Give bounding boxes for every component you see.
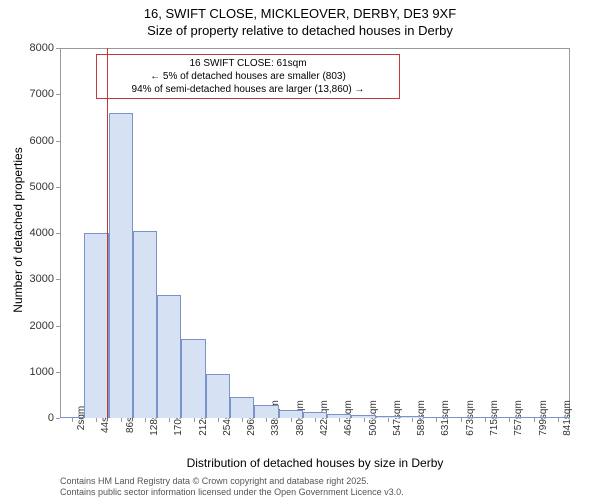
histogram-bar: [400, 416, 424, 418]
x-tick-label: 715sqm: [485, 400, 500, 436]
x-axis-label: Distribution of detached houses by size …: [60, 456, 570, 470]
x-tick-label: 799sqm: [534, 400, 549, 436]
histogram-bar: [351, 415, 375, 418]
footer-line-2: Contains public sector information licen…: [60, 487, 404, 498]
histogram-bar: [60, 417, 84, 418]
histogram-bar: [546, 417, 570, 418]
y-tick-mark: [56, 141, 60, 142]
title-line-2: Size of property relative to detached ho…: [0, 23, 600, 40]
histogram-bar: [473, 417, 497, 418]
histogram-bar: [376, 416, 400, 418]
histogram-bar: [327, 414, 351, 418]
histogram-bar: [84, 233, 108, 418]
footer: Contains HM Land Registry data © Crown c…: [60, 476, 404, 498]
annotation-line-3: 94% of semi-detached houses are larger (…: [103, 83, 393, 96]
histogram-bar: [206, 374, 230, 418]
y-tick-mark: [56, 418, 60, 419]
histogram-bar: [157, 295, 181, 418]
x-tick-label: 380sqm: [291, 400, 306, 436]
y-axis-label-wrap: Number of detached properties: [8, 48, 28, 418]
x-tick-label: 547sqm: [388, 400, 403, 436]
x-tick-label: 464sqm: [339, 400, 354, 436]
histogram-bar: [424, 417, 448, 418]
histogram-bar: [521, 417, 545, 418]
y-tick-mark: [56, 187, 60, 188]
annotation-line-2: ← 5% of detached houses are smaller (803…: [103, 70, 393, 83]
footer-line-1: Contains HM Land Registry data © Crown c…: [60, 476, 404, 487]
annotation-line-1: 16 SWIFT CLOSE: 61sqm: [103, 57, 393, 70]
plot-area: 010002000300040005000600070008000 2sqm44…: [60, 48, 570, 418]
y-tick-mark: [56, 233, 60, 234]
chart-container: 16, SWIFT CLOSE, MICKLEOVER, DERBY, DE3 …: [0, 0, 600, 500]
histogram-bar: [181, 339, 205, 418]
x-tick-label: 757sqm: [509, 400, 524, 436]
title-line-1: 16, SWIFT CLOSE, MICKLEOVER, DERBY, DE3 …: [0, 6, 600, 23]
x-tick-label: 506sqm: [364, 400, 379, 436]
histogram-bar: [230, 397, 254, 418]
histogram-bar: [133, 231, 157, 418]
y-tick-mark: [56, 48, 60, 49]
annotation-box: 16 SWIFT CLOSE: 61sqm ← 5% of detached h…: [96, 54, 400, 99]
histogram-bar: [279, 410, 303, 418]
x-tick-label: 631sqm: [436, 400, 451, 436]
histogram-bar: [109, 113, 133, 418]
x-tick-label: 673sqm: [461, 400, 476, 436]
y-tick-mark: [56, 372, 60, 373]
x-tick-label: 422sqm: [315, 400, 330, 436]
x-tick-label: 589sqm: [412, 400, 427, 436]
histogram-bar: [254, 405, 278, 418]
y-tick-mark: [56, 94, 60, 95]
chart-title: 16, SWIFT CLOSE, MICKLEOVER, DERBY, DE3 …: [0, 0, 600, 40]
property-marker-line: [107, 48, 108, 418]
y-tick-mark: [56, 279, 60, 280]
x-tick-label: 841sqm: [558, 400, 573, 436]
y-tick-mark: [56, 326, 60, 327]
y-axis-label: Number of detached properties: [11, 130, 25, 330]
histogram-bar: [449, 417, 473, 418]
histogram-bar: [497, 417, 521, 418]
histogram-bar: [303, 412, 327, 418]
